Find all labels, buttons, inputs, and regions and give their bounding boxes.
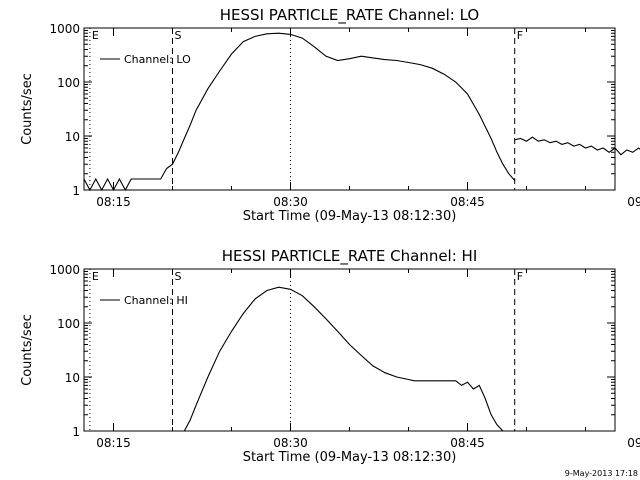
chart-title: HESSI PARTICLE_RATE Channel: HI [222, 247, 478, 266]
x-tick-label: 08:45 [450, 195, 485, 209]
event-marker-label: S [175, 29, 182, 42]
x-axis-label: Start Time (09-May-13 08:12:30) [243, 450, 457, 465]
legend-label: Channel: LO [124, 53, 191, 66]
footer-stamp: 9-May-2013 17:18 [565, 469, 638, 478]
event-marker-label: E [92, 270, 99, 283]
y-tick-label: 100 [57, 317, 80, 331]
series-line [514, 136, 640, 156]
event-marker-label: F [517, 29, 523, 42]
y-tick-label: 10 [65, 130, 80, 144]
x-axis-label: Start Time (09-May-13 08:12:30) [243, 209, 457, 224]
x-tick-label: 08:30 [273, 195, 308, 209]
x-tick-label: 08:15 [96, 195, 131, 209]
x-tick-label: 08:30 [273, 436, 308, 450]
series-line [183, 286, 504, 432]
x-tick-label: 09:00 [627, 195, 640, 209]
series-line [83, 32, 516, 192]
x-tick-label: 08:45 [450, 436, 485, 450]
chart-title: HESSI PARTICLE_RATE Channel: LO [220, 6, 479, 25]
y-axis-label: Counts/sec [20, 314, 35, 386]
x-tick-label: 08:15 [96, 436, 131, 450]
panel-hi: HESSI PARTICLE_RATE Channel: HI 08:15 08:3… [20, 247, 640, 465]
y-tick-label: 1 [72, 425, 80, 439]
y-tick-label: 10 [65, 371, 80, 385]
y-tick-label: 1 [72, 184, 80, 198]
y-tick-label: 1000 [49, 263, 80, 277]
y-tick-label: 100 [57, 76, 80, 90]
event-marker-label: F [517, 270, 523, 283]
legend-label: Channel: HI [124, 294, 188, 307]
panel-lo: HESSI PARTICLE_RATE Channel: LO 08:15 08:3… [20, 6, 640, 224]
event-marker-label: S [175, 270, 182, 283]
event-marker-label: E [92, 29, 99, 42]
y-tick-label: 1000 [49, 22, 80, 36]
x-tick-label: 09:00 [627, 436, 640, 450]
y-axis-label: Counts/sec [20, 73, 35, 145]
